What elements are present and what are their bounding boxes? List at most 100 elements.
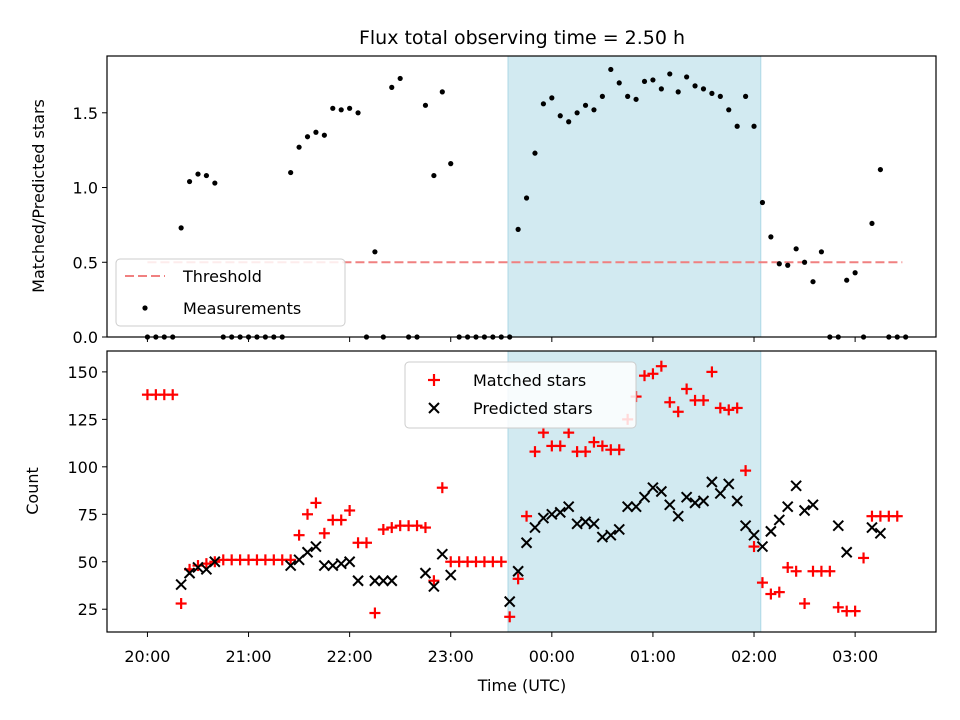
measurement-point	[658, 86, 664, 92]
matched-star-marker	[318, 527, 330, 539]
predicted-star-marker	[175, 578, 187, 591]
measurement-point	[372, 249, 378, 255]
matched-star-marker	[285, 554, 297, 566]
predicted-star-marker	[554, 506, 566, 519]
measurement-point	[549, 95, 555, 101]
matched-star-marker	[773, 586, 785, 598]
matched-star-marker	[714, 402, 726, 414]
measurement-point	[717, 93, 723, 99]
matched-star-marker	[596, 440, 608, 452]
predicted-star-marker	[301, 546, 314, 558]
matched-star-marker	[891, 510, 903, 522]
measurement-point	[751, 123, 757, 129]
bottom-x-tick-label: 22:00	[327, 647, 373, 666]
predicted-star-marker	[529, 521, 541, 534]
matched-star-marker	[302, 508, 314, 520]
measurement-point	[178, 225, 184, 231]
predicted-star-marker	[765, 525, 777, 538]
matched-star-marker	[428, 575, 440, 587]
matched-star-marker	[360, 537, 372, 549]
matched-legend-swatch	[428, 374, 440, 386]
measurement-point	[726, 107, 732, 113]
measurement-point	[734, 123, 740, 129]
measurement-point	[793, 246, 799, 252]
measurement-point	[389, 84, 395, 90]
measurements-series	[144, 66, 909, 340]
predicted-star-marker	[209, 556, 221, 568]
predicted-star-marker	[537, 512, 550, 524]
matched-star-marker	[175, 598, 187, 610]
top-observing-span	[507, 55, 762, 338]
predicted-star-marker	[335, 557, 347, 570]
measurement-point	[288, 169, 294, 176]
predicted-star-marker	[773, 514, 786, 526]
predicted-star-marker	[748, 529, 760, 541]
bottom-y-axis-title: Count	[23, 467, 42, 515]
predicted-star-marker	[428, 580, 440, 593]
predicted-star-marker	[655, 485, 668, 498]
predicted-star-marker	[807, 499, 819, 511]
predicted-star-marker	[343, 556, 356, 568]
measurement-point	[448, 161, 454, 167]
matched-star-marker	[664, 396, 676, 408]
top-y-axis: 0.0 0.5 1.0 1.5	[73, 104, 107, 347]
measurement-point	[759, 199, 766, 206]
measurement-point	[650, 77, 656, 83]
matched-star-marker	[495, 556, 507, 568]
predicted-star-marker	[571, 518, 583, 530]
predicted-star-marker	[419, 567, 432, 579]
measurement-point	[742, 93, 749, 99]
predicted-star-marker	[562, 500, 575, 513]
measurement-point	[532, 150, 538, 156]
matched-star-marker	[344, 504, 356, 516]
measurement-point	[431, 172, 437, 179]
measurement-point	[810, 279, 816, 285]
predicted-star-marker	[310, 540, 322, 553]
predicted-star-marker	[647, 481, 659, 494]
measurement-point	[304, 134, 311, 140]
predicted-legend-label: Predicted stars	[473, 399, 593, 418]
predicted-star-marker	[697, 495, 710, 507]
bottom-x-tick-label: 23:00	[428, 647, 474, 666]
measurement-point	[684, 74, 690, 80]
top-y-tick-label: 1.0	[73, 179, 98, 198]
predicted-star-marker	[183, 567, 196, 579]
matched-star-marker	[588, 436, 600, 448]
measurement-point	[203, 172, 210, 179]
predicted-star-marker	[192, 561, 204, 574]
measurement-point	[330, 105, 336, 111]
predicted-star-marker	[352, 575, 364, 587]
predicted-star-marker	[621, 500, 634, 513]
bottom-y-tick-label: 75	[78, 505, 98, 524]
measurement-point	[591, 107, 597, 113]
predicted-star-marker	[546, 508, 558, 520]
measurement-point	[768, 234, 774, 240]
predicted-star-marker	[689, 497, 701, 509]
measurement-point	[599, 93, 605, 99]
predicted-star-marker	[503, 595, 516, 608]
predicted-star-marker	[386, 575, 398, 587]
measurement-point	[844, 277, 850, 283]
predicted-star-marker	[512, 565, 524, 577]
matched-star-marker	[790, 565, 802, 577]
predicted-stars-series	[175, 476, 887, 608]
predicted-star-marker	[520, 537, 533, 549]
matched-star-marker	[411, 520, 423, 532]
measurement-point	[540, 101, 547, 107]
measurement-point	[212, 180, 218, 186]
top-y-tick-label: 0.5	[73, 253, 98, 272]
matched-star-marker	[858, 552, 870, 564]
threshold-legend-label: Threshold	[182, 267, 262, 286]
bottom-x-tick-label: 01:00	[630, 647, 676, 666]
measurement-point	[422, 102, 429, 108]
bottom-y-tick-label: 100	[67, 458, 98, 477]
bottom-x-tick-label: 00:00	[529, 647, 575, 666]
measurement-point	[633, 96, 639, 102]
measurement-point	[709, 90, 715, 96]
measurement-point	[852, 270, 858, 276]
matched-star-marker	[639, 370, 651, 382]
bottom-x-tick-label: 02:00	[731, 647, 777, 666]
measurements-legend-swatch	[142, 305, 148, 311]
